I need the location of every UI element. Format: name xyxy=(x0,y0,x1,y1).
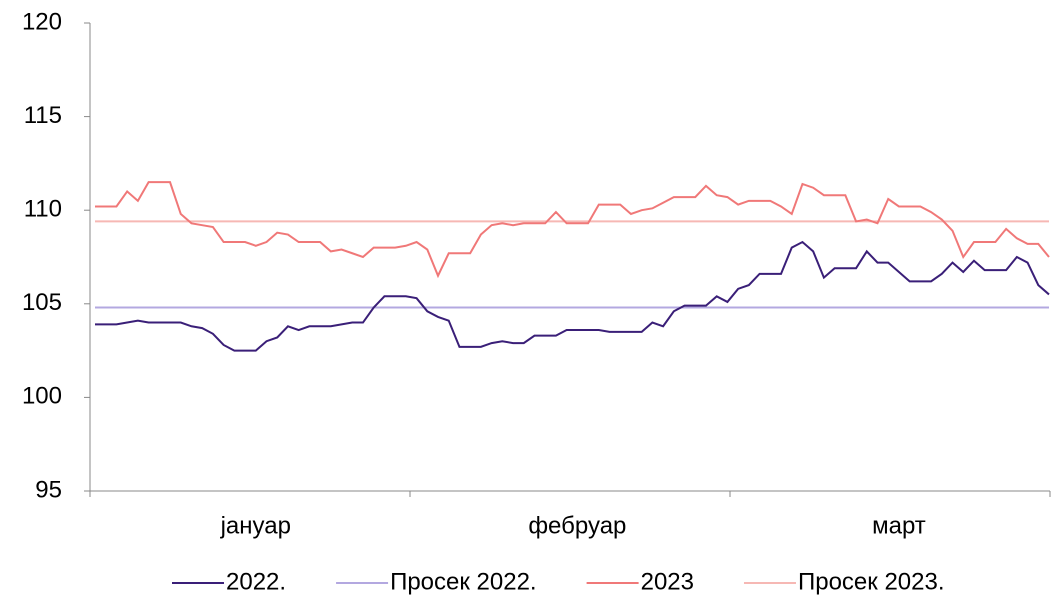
line-series xyxy=(95,181,1050,279)
y-tick-label: 100 xyxy=(22,383,62,410)
line-series xyxy=(95,240,1050,352)
y-tick-label: 115 xyxy=(24,102,62,129)
legend-label: Просек 2022. xyxy=(390,568,537,595)
x-tick-label: јануар xyxy=(220,512,291,539)
y-tick-label: 95 xyxy=(35,476,62,503)
legend-label: 2022. xyxy=(226,568,286,595)
x-tick-label: фебруар xyxy=(528,512,626,539)
x-tick-label: март xyxy=(872,512,926,539)
y-tick-label: 110 xyxy=(24,196,62,223)
y-tick-label: 120 xyxy=(22,8,62,35)
y-tick-label: 105 xyxy=(22,289,62,316)
legend-label: Просек 2023. xyxy=(798,568,945,595)
legend-label: 2023 xyxy=(641,568,694,595)
